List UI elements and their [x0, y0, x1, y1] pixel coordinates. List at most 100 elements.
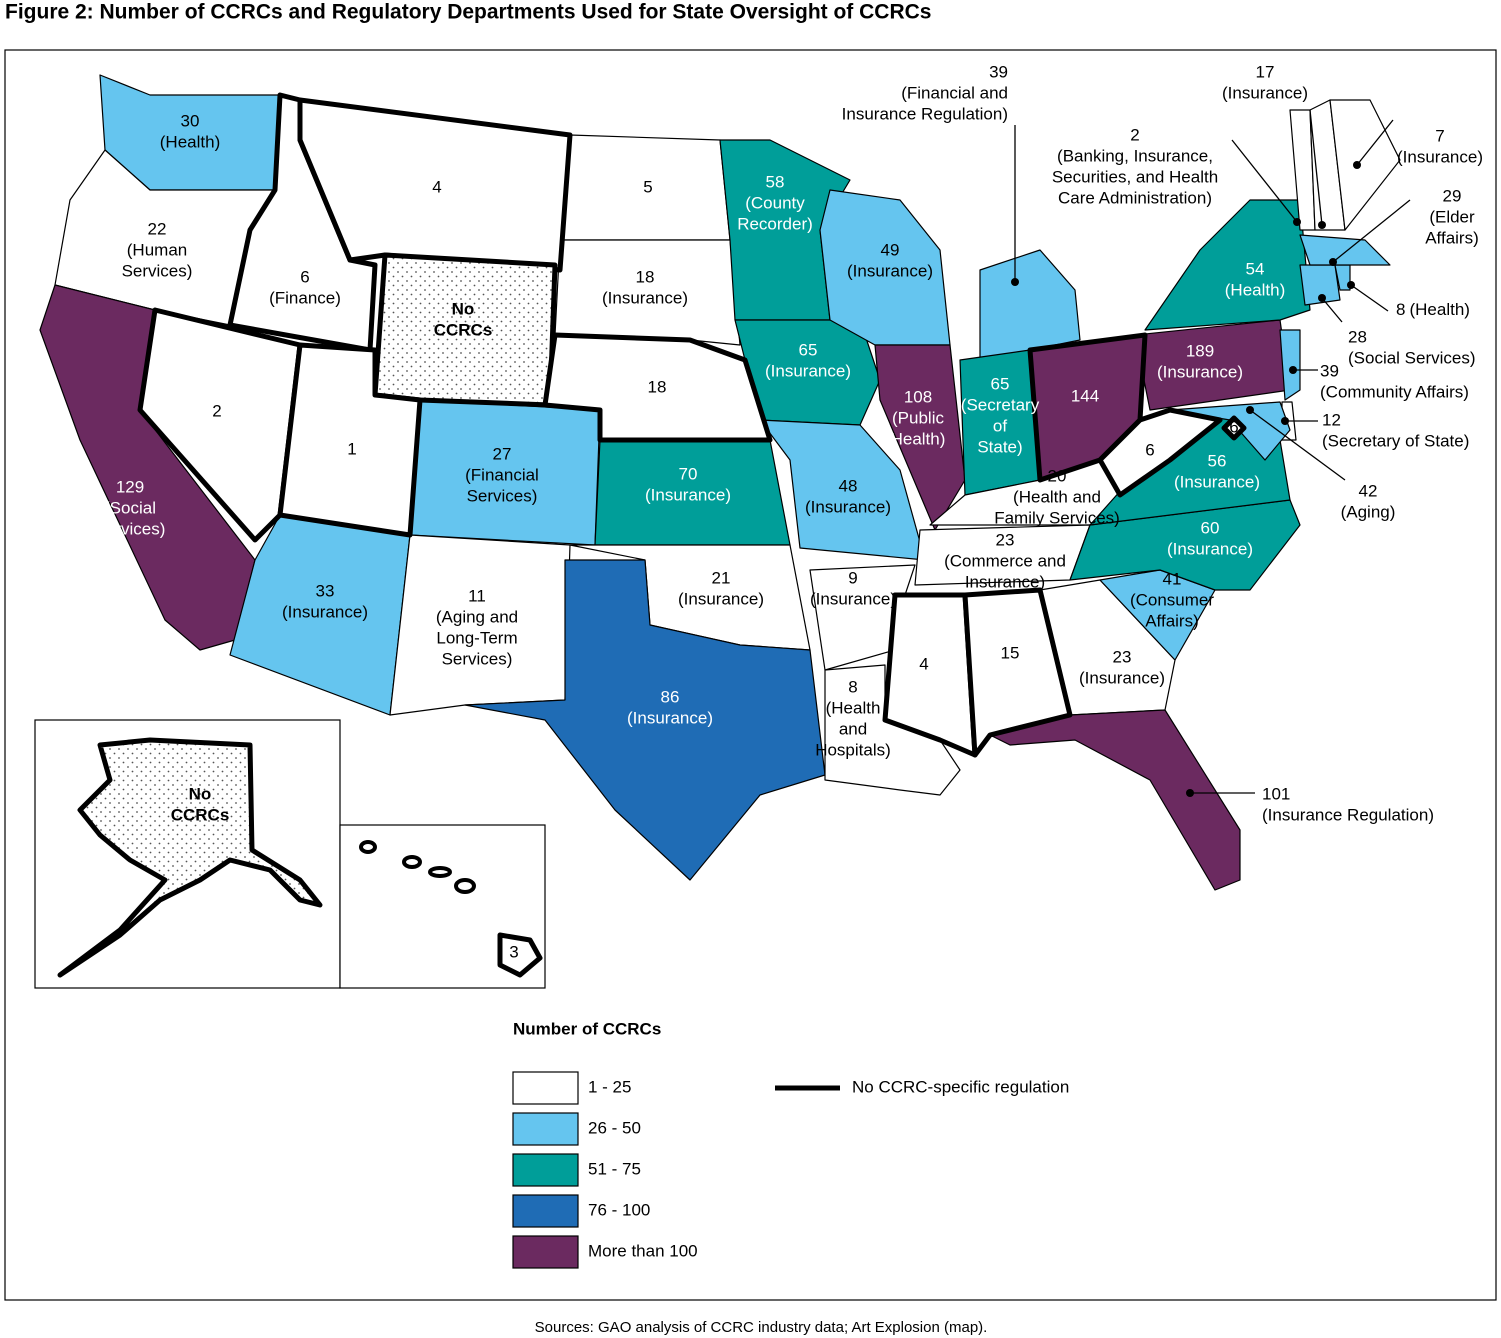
count-label: 17	[1256, 62, 1275, 81]
count-label: 12	[1322, 410, 1341, 429]
count-label: 18	[648, 377, 667, 396]
department-label: Services)	[442, 649, 513, 668]
leader-dot	[1329, 258, 1337, 266]
count-label: 23	[996, 530, 1015, 549]
department-label: (Insurance)	[1167, 539, 1253, 558]
count-label: 30	[181, 111, 200, 130]
department-label: (Insurance Regulation)	[1262, 805, 1434, 824]
department-label: (Financial	[465, 465, 539, 484]
department-label: (Finance)	[269, 288, 341, 307]
leader-dot	[1289, 366, 1297, 374]
legend-label: 76 - 100	[588, 1200, 650, 1219]
department-label: (Banking, Insurance,	[1057, 146, 1213, 165]
legend-swatch	[512, 1112, 579, 1146]
department-label: (Health)	[1225, 280, 1285, 299]
leader-line	[1309, 109, 1323, 226]
state	[819, 189, 951, 346]
leader-dot	[1318, 294, 1326, 302]
count-label: 189	[1186, 341, 1214, 360]
states	[39, 74, 1401, 978]
legend-swatch	[512, 1194, 579, 1228]
legend-label: 26 - 50	[588, 1118, 641, 1137]
department-label: (Human	[127, 240, 187, 259]
department-label: (Insurance)	[765, 361, 851, 380]
state	[1069, 499, 1301, 591]
state	[1221, 415, 1247, 441]
leader-dot	[1353, 161, 1361, 169]
count-label: 29	[1443, 186, 1462, 205]
count-label: 48	[839, 476, 858, 495]
count-label: 39	[1320, 361, 1339, 380]
department-label: (Elder	[1429, 207, 1475, 226]
leader-line	[1356, 119, 1394, 166]
count-label: 28	[1348, 327, 1367, 346]
department-label: (County	[745, 193, 805, 212]
department-label: (Commerce and	[944, 551, 1066, 570]
count-label: 8	[848, 677, 857, 696]
no-ccrc-label: CCRCs	[171, 805, 230, 824]
count-label: 27	[493, 444, 512, 463]
count-label: 144	[1071, 386, 1099, 405]
department-label: (Health	[826, 698, 881, 717]
leader-line	[1249, 409, 1346, 481]
count-label: 5	[643, 177, 652, 196]
department-label: Insurance Regulation)	[842, 104, 1008, 123]
count-label: 65	[991, 374, 1010, 393]
department-label: of	[993, 416, 1007, 435]
count-label: 6	[300, 267, 309, 286]
count-label: 1	[347, 439, 356, 458]
count-label: 23	[1113, 647, 1132, 666]
legend-label: No CCRC-specific regulation	[852, 1077, 1069, 1096]
department-label: State)	[977, 437, 1022, 456]
department-label: (Public	[892, 408, 944, 427]
count-label: 3	[509, 942, 518, 961]
source: Sources: GAO analysis of CCRC industry d…	[535, 1319, 988, 1336]
count-label: 41	[1163, 569, 1182, 588]
department-label: Services)	[122, 261, 193, 280]
state	[137, 307, 303, 543]
count-label: 42	[1359, 481, 1378, 500]
state	[1144, 199, 1311, 331]
state	[277, 342, 423, 538]
count-label: 129	[116, 477, 144, 496]
department-label: (Insurance)	[1157, 362, 1243, 381]
count-label: 18	[636, 267, 655, 286]
department-label: (Insurance)	[847, 261, 933, 280]
state	[979, 249, 1081, 361]
department-label: (Insurance)	[1222, 83, 1308, 102]
department-label: (Insurance)	[627, 708, 713, 727]
department-label: Securities, and Health	[1052, 167, 1218, 186]
department-label: (Social	[104, 498, 156, 517]
department-label: (Community Affairs)	[1320, 382, 1469, 401]
leader-dot	[1011, 278, 1019, 286]
state	[824, 664, 961, 796]
leader-dot	[1293, 218, 1301, 226]
count-label: 33	[316, 581, 335, 600]
legend-label: 1 - 25	[588, 1077, 631, 1096]
count-label: 49	[881, 240, 900, 259]
state	[1097, 407, 1223, 498]
state	[1279, 329, 1301, 401]
figure-title: Figure 2: Number of CCRCs and Regulatory…	[5, 1, 931, 24]
count-label: 2	[1130, 125, 1139, 144]
department-label: (Aging)	[1341, 502, 1396, 521]
leader-line	[1350, 284, 1389, 312]
state	[989, 709, 1241, 891]
department-label: (Insurance)	[678, 589, 764, 608]
state	[57, 737, 323, 978]
department-label: (Insurance)	[282, 602, 368, 621]
leader-line	[1321, 297, 1343, 323]
count-label: 56	[1208, 451, 1227, 470]
leader-dot	[1281, 417, 1289, 425]
department-label: and	[839, 719, 867, 738]
department-label: (Social Services)	[1348, 348, 1476, 367]
count-label: 39	[989, 62, 1008, 81]
count-label: 86	[661, 687, 680, 706]
department-label: Services)	[467, 486, 538, 505]
count-label: 108	[904, 387, 932, 406]
state-label-part: 8	[1396, 300, 1405, 319]
state	[874, 344, 966, 531]
department-label: (Insurance)	[805, 497, 891, 516]
count-label: 70	[679, 464, 698, 483]
